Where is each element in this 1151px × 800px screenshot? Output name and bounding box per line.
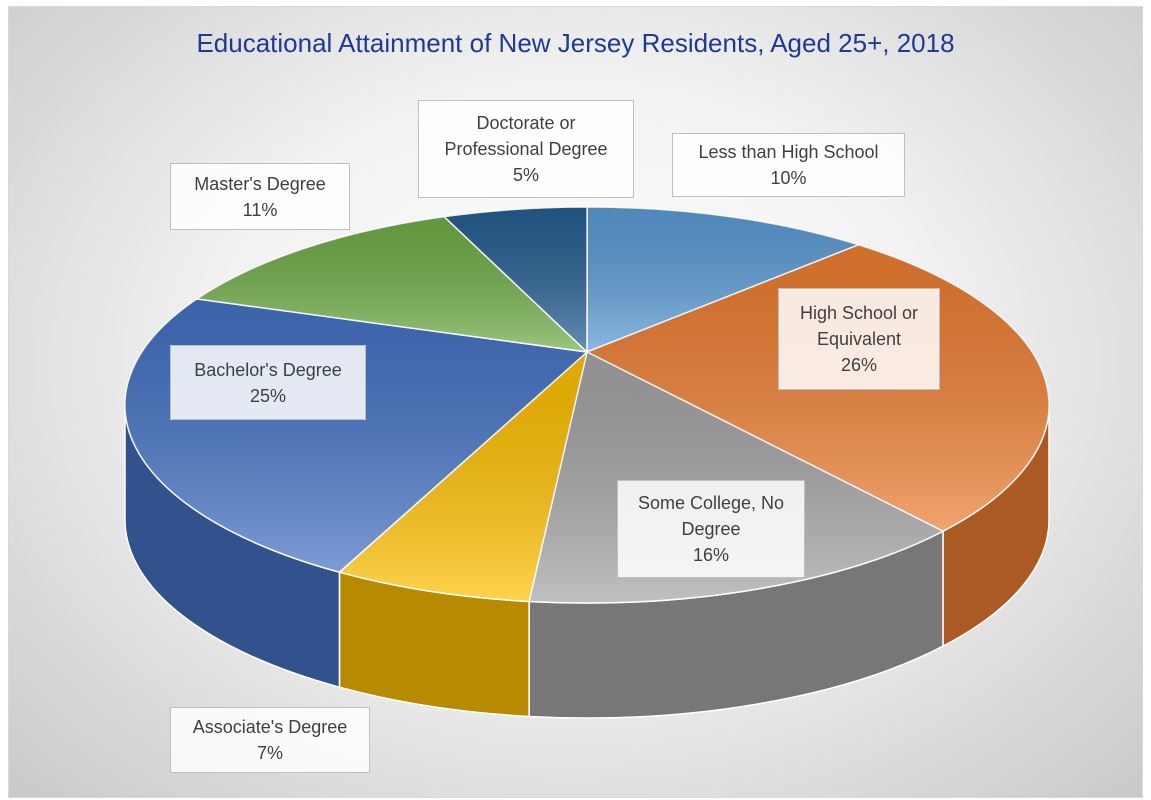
label-value: 25% <box>249 385 287 406</box>
label-name: Less than High School <box>698 142 879 162</box>
label-name: Some College, No Degree <box>637 493 785 539</box>
label-name: Bachelor's Degree <box>194 359 342 380</box>
label-name: Master's Degree <box>194 173 326 194</box>
chart-title: Educational Attainment of New Jersey Res… <box>196 28 955 58</box>
label-name: Doctorate or Professional Degree <box>444 113 608 159</box>
data-label: Doctorate or Professional Degree 5% <box>418 100 634 198</box>
label-value: 5% <box>512 165 539 185</box>
data-label: Associate's Degree 7% <box>170 707 370 773</box>
label-value: 11% <box>242 199 278 220</box>
slice-shine <box>339 352 587 602</box>
label-value: 7% <box>256 743 283 763</box>
slice-shine <box>196 216 587 352</box>
data-label: Some College, No Degree 16% <box>617 480 805 578</box>
label-name: Associate's Degree <box>192 717 348 737</box>
slice-shine <box>444 207 587 352</box>
data-label: High School or Equivalent 26% <box>778 288 940 390</box>
slice-shine <box>587 207 859 352</box>
data-label: Less than High School 10% <box>672 133 905 197</box>
label-value: 10% <box>770 168 807 188</box>
label-value: 16% <box>692 545 730 565</box>
label-name: High School or Equivalent <box>799 303 919 349</box>
label-value: 26% <box>840 355 878 375</box>
data-label: Bachelor's Degree 25% <box>170 345 366 420</box>
data-label: Master's Degree 11% <box>170 163 350 230</box>
